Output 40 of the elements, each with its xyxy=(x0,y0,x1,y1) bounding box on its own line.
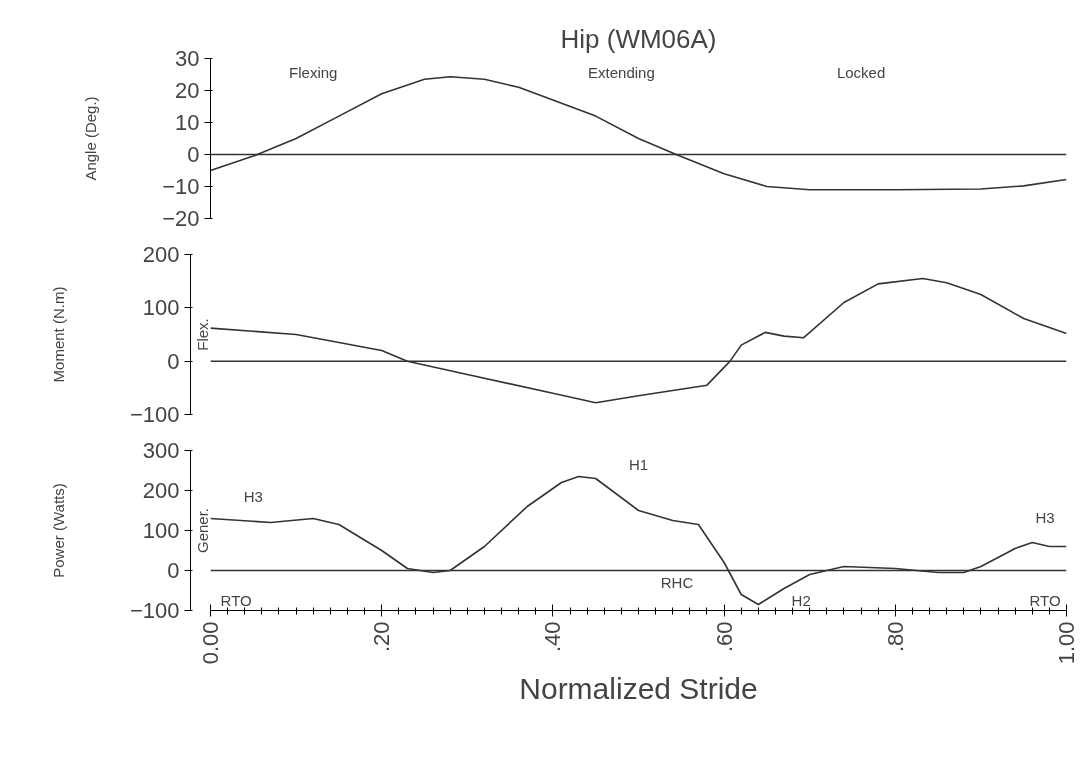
x-tick-label: .40 xyxy=(540,621,566,653)
y-tick-label: 0 xyxy=(187,142,200,167)
annotation: Flex. xyxy=(193,318,211,351)
y-tick-label: 0 xyxy=(167,348,180,374)
y-tick-label: −100 xyxy=(129,402,180,427)
chart-title: Hip (WM06A) xyxy=(560,23,717,54)
y-tick-label: 200 xyxy=(142,242,180,267)
annotation: H1 xyxy=(628,455,649,473)
annotation: H3 xyxy=(243,487,263,505)
x-tick-label: .80 xyxy=(882,621,908,653)
y-tick-label: −10 xyxy=(162,174,200,199)
annotation: Flexing xyxy=(289,63,338,81)
annotation: Gener. xyxy=(193,507,211,554)
x-tick-label: .20 xyxy=(369,621,395,653)
y-tick-label: −20 xyxy=(162,206,200,231)
annotation: Extending xyxy=(588,63,655,81)
y-tick-label: 200 xyxy=(142,478,180,503)
line-series xyxy=(210,475,1067,606)
x-tick-label: .60 xyxy=(711,621,737,653)
x-tick-label: 0.00 xyxy=(198,621,223,665)
annotation: RTO xyxy=(220,591,252,609)
y-tick-label: 0 xyxy=(167,558,180,583)
y-axis-title: Angle (Deg.) xyxy=(82,96,100,181)
y-tick-label: 10 xyxy=(175,110,200,135)
y-tick-label: 30 xyxy=(175,46,200,71)
y-tick-label: 100 xyxy=(142,518,180,543)
annotation: RTO xyxy=(1029,591,1061,609)
y-tick-label: 300 xyxy=(142,438,180,463)
line-series xyxy=(210,277,1067,404)
y-axis-title: Moment (N.m) xyxy=(49,286,67,383)
x-tick-label: 1.00 xyxy=(1054,621,1079,665)
y-axis-title: Power (Watts) xyxy=(49,483,67,578)
y-tick-label: 20 xyxy=(175,78,200,103)
y-tick-label: −100 xyxy=(129,598,180,623)
annotation: Locked xyxy=(836,63,886,81)
annotation: H3 xyxy=(1035,508,1055,526)
annotation: RHC xyxy=(660,574,694,592)
y-tick-label: 100 xyxy=(142,295,180,321)
annotation: H2 xyxy=(791,591,811,609)
x-axis-title: Normalized Stride xyxy=(519,672,758,706)
